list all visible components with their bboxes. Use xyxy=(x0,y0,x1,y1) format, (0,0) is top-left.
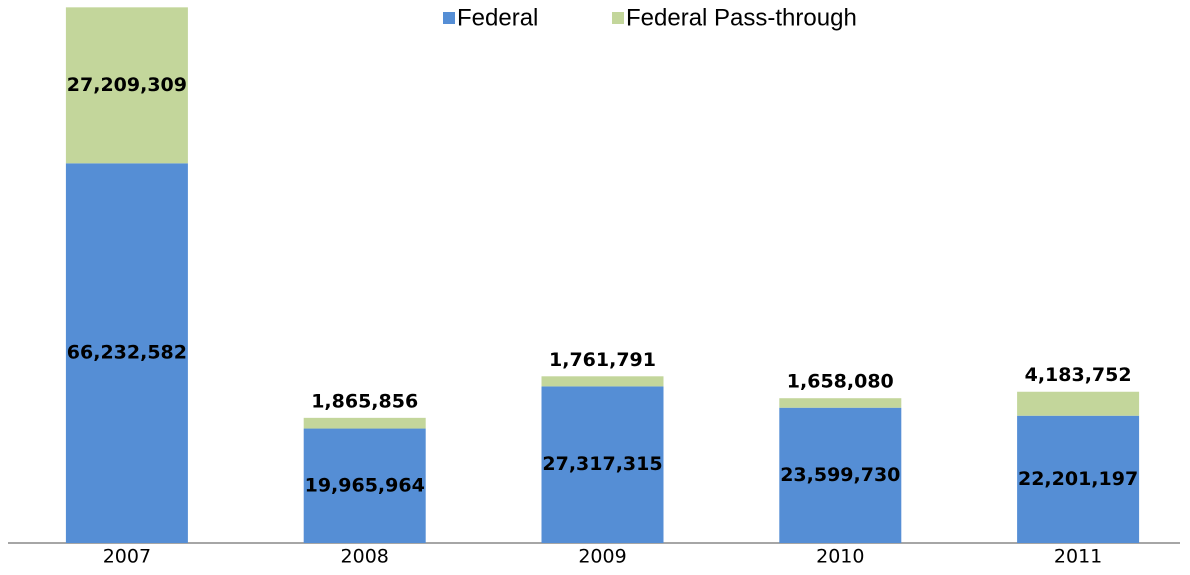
bar-segment xyxy=(65,163,188,543)
bar-segment xyxy=(1017,415,1140,543)
bar-segment xyxy=(303,417,426,429)
legend-label: Federal Pass-through xyxy=(626,4,857,31)
x-tick-label: 2009 xyxy=(578,546,626,568)
legend-swatch xyxy=(443,12,455,24)
data-label: 19,965,964 xyxy=(305,474,425,496)
bar-segment xyxy=(779,407,902,543)
data-label: 27,209,309 xyxy=(67,74,187,96)
data-label: 22,201,197 xyxy=(1018,468,1138,490)
bar-segment xyxy=(541,376,664,387)
data-label: 1,865,856 xyxy=(311,390,418,412)
x-tick-label: 2008 xyxy=(341,546,389,568)
bar-segment xyxy=(65,7,188,164)
x-tick-label: 2007 xyxy=(103,546,151,568)
legend-label: Federal xyxy=(457,4,538,31)
data-label: 23,599,730 xyxy=(780,464,900,486)
data-label: 1,658,080 xyxy=(787,371,894,393)
bar-segment xyxy=(779,398,902,408)
legend-swatch xyxy=(612,12,624,24)
bar-segment xyxy=(541,386,664,543)
data-label: 4,183,752 xyxy=(1025,364,1132,386)
data-label: 66,232,582 xyxy=(67,342,187,364)
data-label: 27,317,315 xyxy=(542,453,662,475)
bar-segment xyxy=(1017,391,1140,416)
bar-segment xyxy=(303,428,426,543)
x-tick-label: 2011 xyxy=(1054,546,1102,568)
data-label: 1,761,791 xyxy=(549,349,656,371)
x-tick-label: 2010 xyxy=(816,546,864,568)
